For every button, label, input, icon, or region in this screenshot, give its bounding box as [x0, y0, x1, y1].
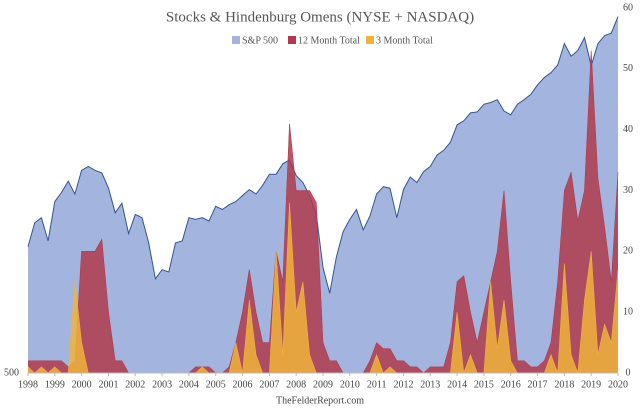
legend: S&P 500 12 Month Total 3 Month Total: [232, 35, 433, 46]
x-tick-label: 2010: [340, 379, 360, 390]
x-tick-label: 2006: [233, 379, 253, 390]
x-tick-label: 2004: [179, 379, 199, 390]
x-tick-label: 1999: [45, 379, 65, 390]
area: [28, 50, 618, 373]
x-tick-label: 2015: [474, 379, 494, 390]
x-tick-label: 2008: [286, 379, 306, 390]
area-line: [28, 50, 619, 374]
legend-label: S&P 500: [242, 35, 278, 46]
x-tick-label: 2020: [608, 379, 628, 390]
x-tick-label: 2019: [581, 379, 601, 390]
x-tick-label: 2014: [447, 379, 467, 390]
y2-tick-label: 0: [626, 367, 631, 378]
x-tick-label: 2007: [259, 379, 279, 390]
x-tick-label: 2003: [152, 379, 172, 390]
y2-tick-label: 50: [623, 63, 633, 74]
y2-tick-label: 20: [623, 246, 633, 257]
x-tick-label: 2005: [206, 379, 226, 390]
chart-title: Stocks & Hindenburg Omens (NYSE + NASDAQ…: [166, 9, 474, 25]
x-tick-label: 2009: [313, 379, 333, 390]
x-tick-label: 2002: [125, 379, 145, 390]
y2-tick-label: 40: [623, 124, 633, 135]
source: TheFelderReport.com: [276, 395, 364, 406]
legend-swatch: [288, 36, 296, 44]
x-tick-label: 2016: [501, 379, 521, 390]
x-tick-label: 2011: [367, 379, 387, 390]
y2-tick-label: 10: [623, 306, 633, 317]
x-tick-label: 2001: [98, 379, 118, 390]
area-line: [27, 16, 619, 294]
plot-area: [27, 16, 619, 374]
legend-label: 3 Month Total: [376, 35, 433, 46]
legend-swatch: [366, 36, 374, 44]
area: [28, 16, 618, 373]
y-tick-label: 500: [4, 367, 19, 378]
legend-swatch: [232, 36, 240, 44]
y2-tick-label: 60: [623, 2, 633, 13]
x-tick-label: 1998: [18, 379, 38, 390]
y2-tick-label: 30: [623, 185, 633, 196]
legend-label: 12 Month Total: [298, 35, 360, 46]
x-tick-label: 2017: [528, 379, 548, 390]
x-tick-label: 2012: [393, 379, 413, 390]
x-tick-label: 2018: [554, 379, 574, 390]
x-tick-label: 2013: [420, 379, 440, 390]
x-tick-label: 2000: [72, 379, 92, 390]
